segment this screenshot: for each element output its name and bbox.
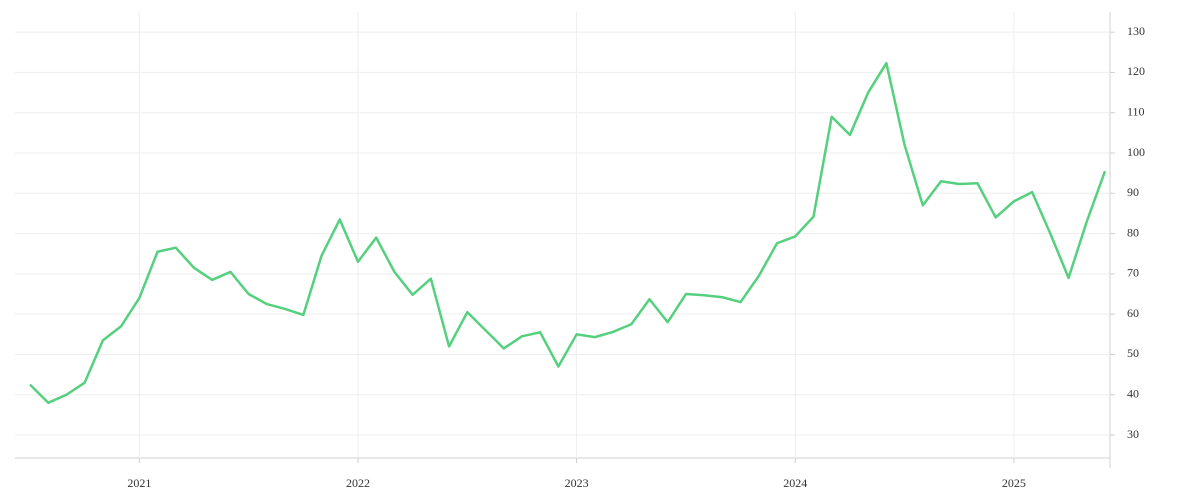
y-tick-label: 110 — [1127, 104, 1145, 118]
x-tick-label: 2025 — [1002, 476, 1026, 490]
y-tick-label: 50 — [1127, 346, 1139, 360]
x-tick-label: 2021 — [127, 476, 151, 490]
y-tick-label: 120 — [1127, 64, 1145, 78]
y-tick-label: 30 — [1127, 427, 1139, 441]
data-line — [29, 61, 1107, 405]
y-tick-label: 40 — [1127, 386, 1139, 400]
x-tick-label: 2022 — [346, 476, 370, 490]
y-tick-label: 90 — [1127, 185, 1139, 199]
y-tick-label: 100 — [1127, 145, 1145, 159]
y-tick-label: 70 — [1127, 266, 1139, 280]
x-tick-label: 2024 — [783, 476, 807, 490]
y-tick-label: 80 — [1127, 225, 1139, 239]
x-tick-label: 2023 — [565, 476, 589, 490]
y-tick-label: 60 — [1127, 306, 1139, 320]
y-tick-label: 130 — [1127, 24, 1145, 38]
